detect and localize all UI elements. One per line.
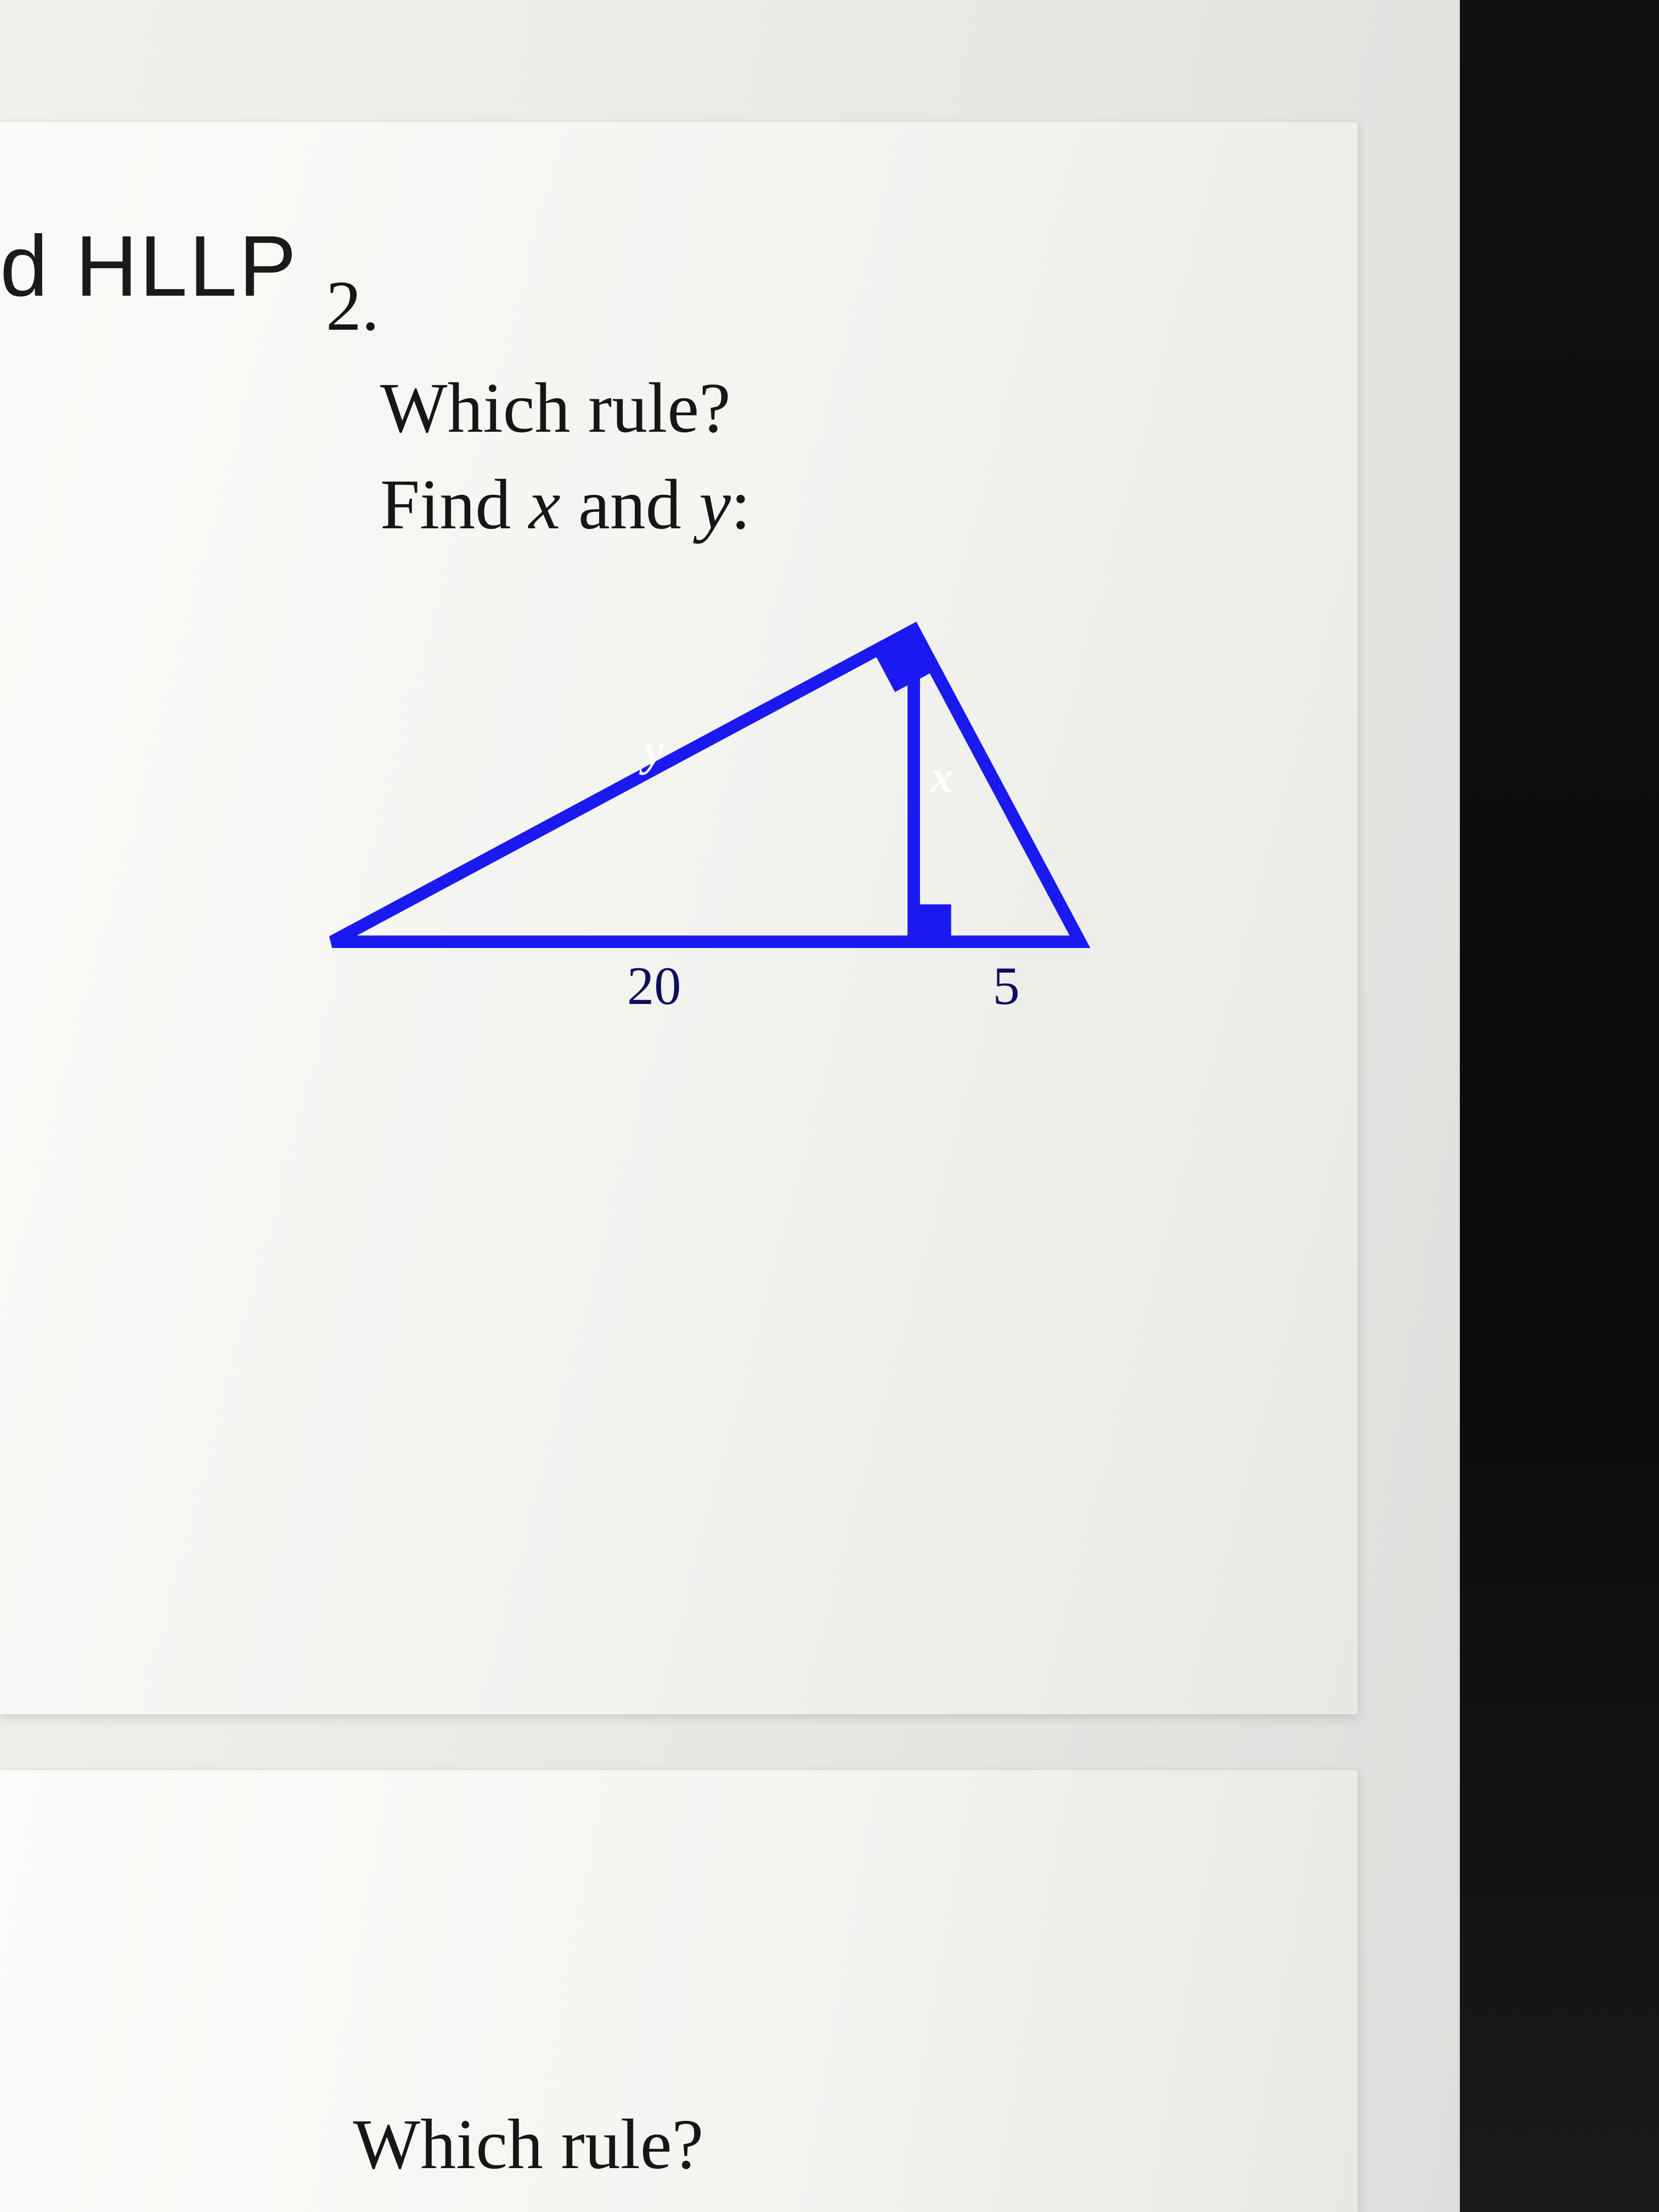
question-text: Which rule? Find x and y: <box>380 360 751 553</box>
right-angle-marker-apex <box>873 630 935 692</box>
question-var-y: y <box>699 465 731 544</box>
right-angle-marker-foot <box>914 904 951 941</box>
question-line-2-post: : <box>731 465 751 544</box>
label-y: y <box>639 725 664 775</box>
question-line-1: Which rule? <box>380 369 731 448</box>
triangle-svg: y x 20 5 <box>217 568 1195 1046</box>
photo-dark-edge <box>1460 0 1659 2212</box>
question-var-x: x <box>529 465 561 544</box>
question-line-2-mid: and <box>561 465 699 544</box>
question-card-next: Which rule? <box>0 1770 1358 2212</box>
question-card-inner: d HLLP 2. Which rule? Find x and y: <box>0 122 1358 1714</box>
triangle-outline <box>332 630 1080 941</box>
label-x: x <box>929 752 953 803</box>
question-line-2-pre: Find <box>380 465 529 544</box>
label-seg-20: 20 <box>627 956 681 1016</box>
label-seg-5: 5 <box>992 956 1019 1016</box>
question-card-2: d HLLP 2. Which rule? Find x and y: <box>0 122 1358 1714</box>
screen-area: d HLLP 2. Which rule? Find x and y: <box>0 0 1460 2212</box>
triangle-figure: y x 20 5 <box>217 568 1195 1046</box>
question-number: 2. <box>326 265 380 347</box>
next-question-line: Which rule? <box>353 2103 703 2186</box>
